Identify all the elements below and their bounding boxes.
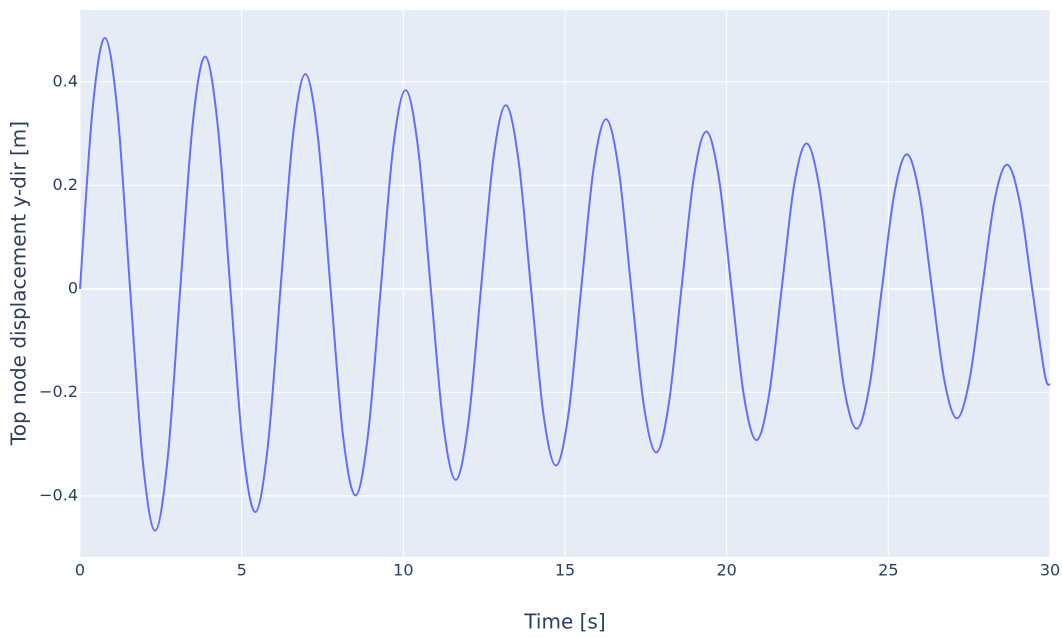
x-tick-label: 30 [1040, 561, 1060, 580]
x-tick-label: 20 [716, 561, 736, 580]
y-tick-label: 0 [68, 278, 78, 297]
x-tick-label: 10 [393, 561, 413, 580]
x-tick-label: 15 [555, 561, 575, 580]
x-tick-label: 25 [878, 561, 898, 580]
y-tick-label: 0.2 [53, 175, 78, 194]
y-tick-label: 0.4 [53, 71, 78, 90]
line [79, 36, 1051, 532]
x-tick-label: 5 [237, 561, 247, 580]
x-axis-title: Time [s] [523, 610, 605, 634]
y-tick-label: −0.4 [39, 485, 78, 504]
y-axis-title: Top node displacement y-dir [m] [7, 121, 31, 446]
y-tick-label: −0.2 [39, 382, 78, 401]
x-tick-label: 0 [75, 561, 85, 580]
